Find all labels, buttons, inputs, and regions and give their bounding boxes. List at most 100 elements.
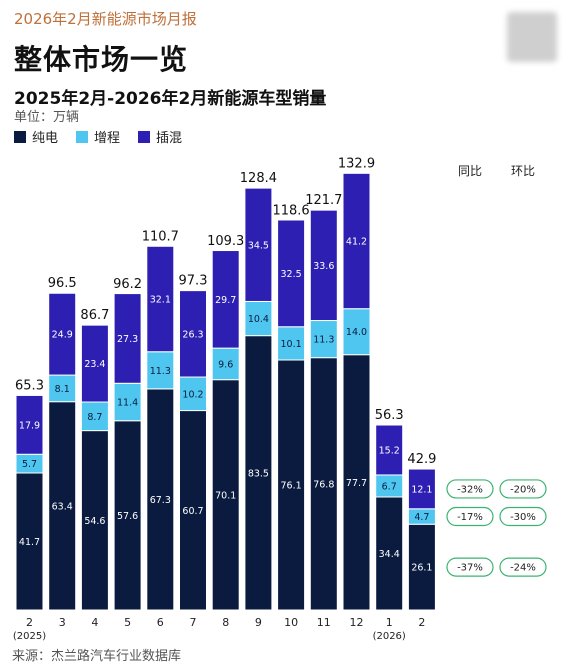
bar-value-label: 60.7 bbox=[182, 506, 203, 517]
bar-segment bbox=[407, 523, 436, 611]
mom-header: 环比 bbox=[511, 164, 535, 178]
x-tick-label: 2 bbox=[418, 616, 425, 629]
legend-item-bev: 纯电 bbox=[14, 127, 58, 146]
bar-value-label: 41.2 bbox=[346, 237, 367, 248]
yoy-badge bbox=[446, 557, 494, 577]
bar-value-label: 63.4 bbox=[52, 501, 73, 512]
x-tick-sublabel: (2026) bbox=[373, 631, 406, 642]
mom-badge bbox=[499, 557, 547, 577]
legend: 纯电 增程 插混 bbox=[14, 127, 182, 146]
bar-segment bbox=[407, 468, 436, 510]
yoy-badge-text: -37% bbox=[457, 563, 483, 574]
bar-value-label: 10.1 bbox=[281, 339, 302, 350]
x-tick-label: 10 bbox=[284, 616, 298, 629]
x-tick-label: 5 bbox=[124, 616, 131, 629]
bar-value-label: 23.4 bbox=[84, 359, 105, 370]
legend-label-phev: 插混 bbox=[156, 131, 183, 146]
report-label: 2026年2月新能源市场月报 bbox=[14, 10, 197, 28]
bar-segment bbox=[342, 172, 371, 310]
x-tick-sublabel: (2025) bbox=[13, 631, 46, 642]
bar-value-label: 32.5 bbox=[281, 269, 302, 280]
yoy-badge-text: -17% bbox=[457, 512, 483, 523]
x-tick-label: 8 bbox=[222, 616, 229, 629]
bar-segment bbox=[244, 300, 273, 337]
bar-segment bbox=[179, 410, 207, 611]
x-tick-label: 3 bbox=[59, 616, 66, 629]
bar-segment bbox=[179, 376, 207, 412]
bar-value-label: 11.3 bbox=[313, 335, 334, 346]
x-tick-label: 4 bbox=[91, 616, 98, 629]
bar-total-label: 109.3 bbox=[207, 234, 244, 249]
bar-value-label: 10.4 bbox=[248, 314, 269, 325]
bar-total-label: 128.4 bbox=[240, 171, 277, 186]
bar-value-label: 34.5 bbox=[248, 240, 269, 251]
bar-segment bbox=[48, 292, 77, 376]
bar-total-label: 96.2 bbox=[113, 277, 142, 292]
source-note: 来源：杰兰路汽车行业数据库 bbox=[12, 649, 182, 664]
bar-segment bbox=[309, 209, 338, 322]
bar-value-label: 54.6 bbox=[84, 516, 105, 527]
bar-segment bbox=[80, 401, 109, 432]
bar-value-label: 5.7 bbox=[22, 459, 37, 470]
mom-badge bbox=[499, 479, 547, 499]
bar-value-label: 12.1 bbox=[411, 484, 432, 495]
x-tick-label: 6 bbox=[157, 616, 164, 629]
bar-total-label: 97.3 bbox=[179, 273, 208, 288]
bar-segment bbox=[244, 187, 273, 302]
legend-swatch-erev bbox=[76, 130, 89, 143]
bar-segment bbox=[146, 351, 175, 390]
bar-total-label: 110.7 bbox=[142, 229, 179, 244]
bar-total-label: 121.7 bbox=[305, 193, 342, 208]
bar-total-label: 86.7 bbox=[80, 308, 109, 323]
yoy-header: 同比 bbox=[458, 164, 482, 178]
bar-value-label: 83.5 bbox=[248, 468, 269, 479]
bar-segment bbox=[15, 394, 44, 455]
bar-value-label: 9.6 bbox=[218, 359, 233, 370]
bar-segment bbox=[244, 335, 273, 611]
mom-badge-text: -20% bbox=[510, 484, 536, 495]
x-tick-label: 2 bbox=[26, 616, 33, 629]
bar-total-label: 132.9 bbox=[338, 156, 375, 171]
bar-value-label: 32.1 bbox=[150, 295, 171, 306]
legend-label-bev: 纯电 bbox=[32, 131, 59, 146]
legend-swatch-bev bbox=[14, 130, 26, 143]
unit-label: 单位：万辆 bbox=[14, 110, 80, 125]
mom-badge bbox=[499, 506, 547, 527]
bar-value-label: 6.7 bbox=[382, 481, 397, 492]
bar-value-label: 14.0 bbox=[346, 327, 367, 338]
bar-segment bbox=[277, 219, 306, 328]
bar-value-label: 67.3 bbox=[150, 495, 171, 506]
yoy-badge-text: -32% bbox=[457, 484, 483, 495]
bar-value-label: 34.4 bbox=[379, 549, 400, 560]
x-tick-label: 9 bbox=[255, 616, 262, 629]
bar-segment bbox=[342, 354, 371, 611]
bar-segment bbox=[146, 245, 175, 353]
bar-value-label: 29.7 bbox=[215, 295, 236, 306]
bar-value-label: 26.3 bbox=[182, 329, 203, 340]
bar-value-label: 8.7 bbox=[87, 412, 102, 423]
bar-segment bbox=[113, 293, 142, 384]
bar-segment bbox=[211, 250, 240, 349]
x-tick-label: 11 bbox=[317, 616, 331, 629]
bar-value-label: 70.1 bbox=[215, 490, 236, 501]
blurred-logo bbox=[507, 12, 557, 62]
bar-segment bbox=[113, 382, 142, 422]
bar-value-label: 27.3 bbox=[117, 334, 138, 345]
bar-value-label: 41.7 bbox=[19, 537, 40, 548]
bar-total-label: 96.5 bbox=[48, 276, 77, 291]
bar-value-label: 4.7 bbox=[414, 512, 429, 523]
bar-value-label: 10.2 bbox=[182, 389, 203, 400]
bar-value-label: 11.4 bbox=[117, 398, 138, 409]
bar-total-label: 65.3 bbox=[15, 378, 44, 393]
bar-segment bbox=[342, 308, 371, 356]
chart-subtitle: 2025年2月-2026年2月新能源车型销量 bbox=[14, 89, 327, 109]
x-tick-label: 1 bbox=[386, 616, 393, 629]
bar-segment bbox=[277, 359, 306, 611]
bar-segment bbox=[113, 420, 142, 611]
legend-label-erev: 增程 bbox=[94, 131, 121, 146]
x-tick-label: 7 bbox=[190, 616, 197, 629]
bar-value-label: 15.2 bbox=[379, 445, 400, 456]
page-title: 整体市场一览 bbox=[14, 43, 189, 76]
bar-value-label: 8.1 bbox=[55, 384, 70, 395]
